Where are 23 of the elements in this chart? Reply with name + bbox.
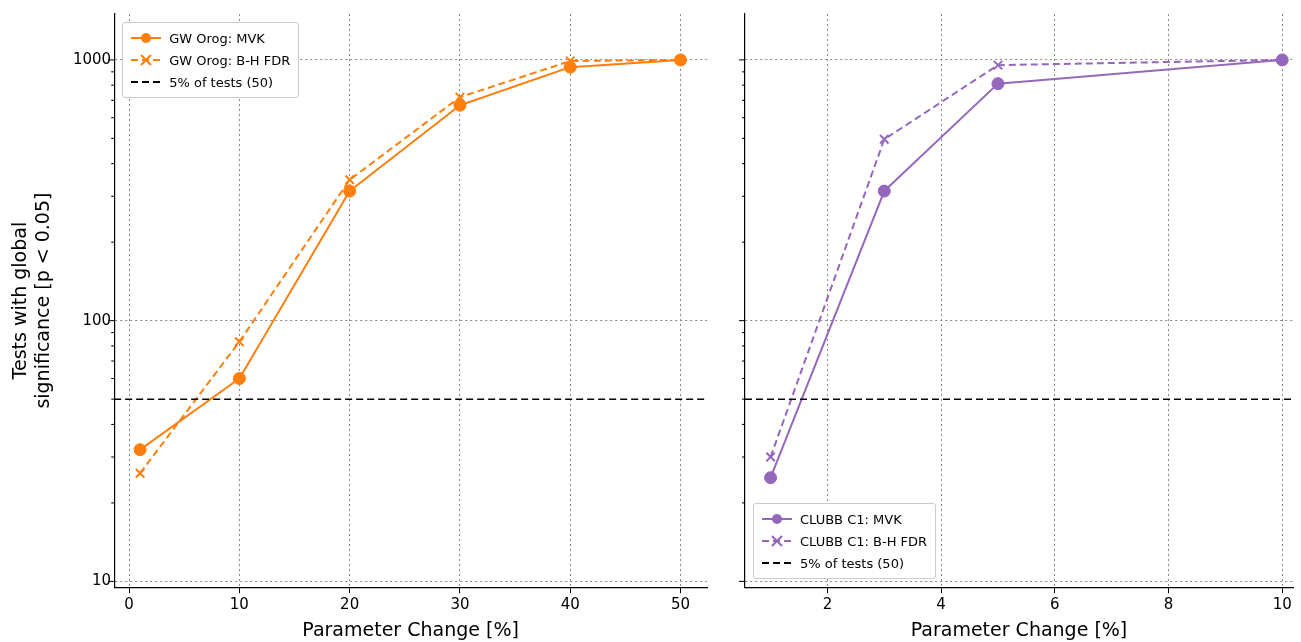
x-tick-label: 50 [670, 595, 691, 614]
legend-label: CLUBB C1: MVK [800, 511, 902, 527]
y-tick-label: 1000 [72, 49, 112, 68]
x-tick-label: 10 [1272, 595, 1292, 614]
x-tick-label: 2 [822, 595, 833, 614]
y-axis-title: Tests with global significance [p < 0.05] [7, 192, 53, 409]
y-tick-label: 10 [92, 571, 112, 590]
x-tick-label: 8 [1163, 595, 1174, 614]
legend-label: 5% of tests (50) [169, 74, 274, 90]
x-tick-label: 6 [1050, 595, 1060, 614]
legend-label: GW Orog: B-H FDR [169, 52, 291, 68]
x-tick-label: 0 [124, 595, 134, 614]
legend-label: GW Orog: MVK [169, 30, 265, 46]
x-tick-label: 20 [340, 595, 360, 614]
x-tick-label: 30 [450, 595, 470, 614]
x-tick-label: 4 [936, 595, 946, 614]
x-tick-label: 10 [229, 595, 249, 614]
x-axis-title: Parameter Change [%] [302, 617, 519, 640]
x-tick-label: 40 [560, 595, 580, 614]
x-axis-title: Parameter Change [%] [910, 617, 1128, 640]
y-tick-label: 100 [82, 310, 112, 329]
legend-label: CLUBB C1: B-H FDR [800, 533, 928, 549]
legend-label: 5% of tests (50) [800, 555, 904, 571]
